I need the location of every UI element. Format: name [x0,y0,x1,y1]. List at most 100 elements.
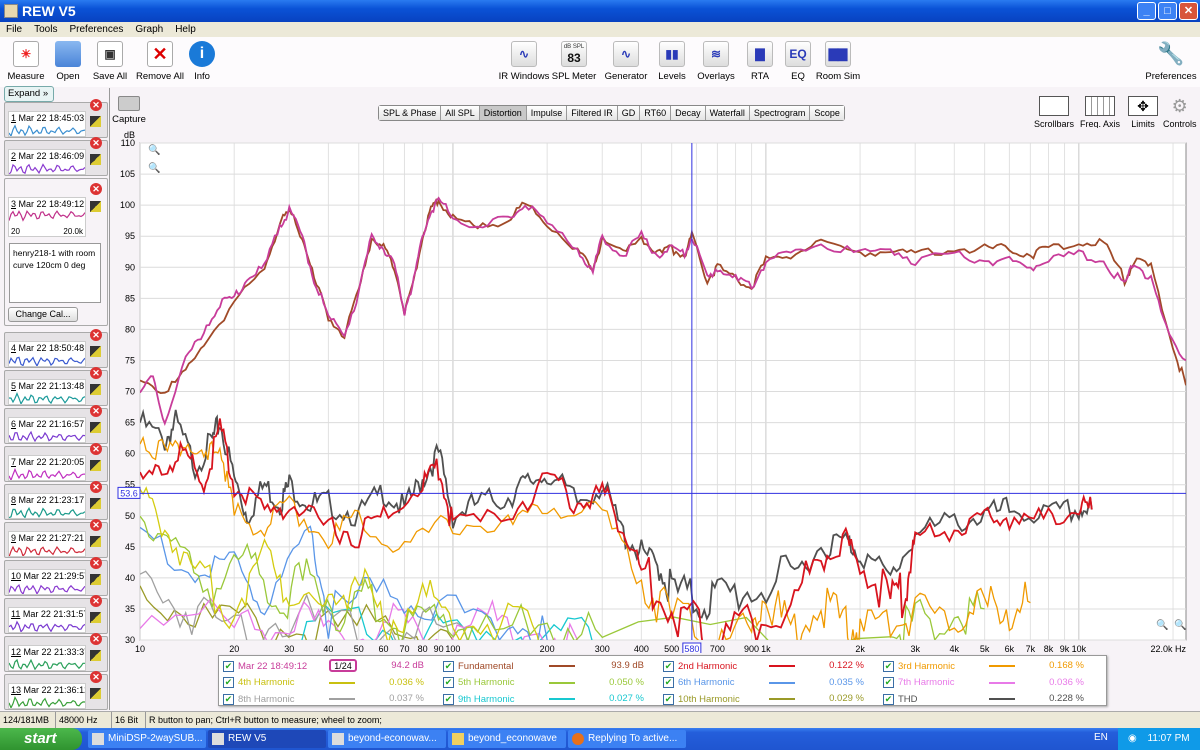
remove-all-button[interactable]: ✕ Remove All [130,41,190,82]
generator-button[interactable]: ∿ Generator [596,41,656,82]
task-minidsp[interactable]: MiniDSP-2waySUB... [88,730,206,748]
levels-button[interactable]: ▮▮ Levels [642,41,702,82]
edit-measurement-icon[interactable] [90,201,101,212]
menu-graph[interactable]: Graph [135,24,164,35]
info-button[interactable]: i Info [172,41,232,82]
measurement-item[interactable]: 11 Mar 22 21:31:57 ✕ [4,595,108,634]
legend-checkbox[interactable]: ✔ [223,693,234,705]
tab-filtered-ir[interactable]: Filtered IR [567,106,618,120]
edit-measurement-icon[interactable] [90,346,101,357]
remove-measurement-icon[interactable]: ✕ [90,633,102,645]
language-indicator[interactable]: EN [1094,732,1108,743]
measurement-notes[interactable]: henry218-1 with room curve 120cm 0 deg [9,243,101,303]
eq-button[interactable]: EQ EQ [768,41,828,82]
start-button[interactable]: start [0,728,82,750]
measure-button[interactable]: ☀ Measure [0,41,56,82]
capture-button[interactable]: Capture [112,96,146,125]
remove-measurement-icon[interactable]: ✕ [90,443,102,455]
rta-button[interactable]: ▇ RTA [730,41,790,82]
edit-measurement-icon[interactable] [90,384,101,395]
edit-measurement-icon[interactable] [90,116,101,127]
tab-distortion[interactable]: Distortion [479,106,527,120]
measurement-item[interactable]: 8 Mar 22 21:23:17 ✕ [4,481,108,520]
edit-measurement-icon[interactable] [90,536,101,547]
measurement-item[interactable]: 4 Mar 22 18:50:48 ✕ [4,329,108,368]
edit-measurement-icon[interactable] [90,612,101,623]
tab-all-spl[interactable]: All SPL [441,106,480,120]
task-beyond-econowave-doc[interactable]: beyond-econowav... [328,730,446,748]
remove-measurement-icon[interactable]: ✕ [90,557,102,569]
remove-measurement-icon[interactable]: ✕ [90,183,102,195]
legend-checkbox[interactable]: ✔ [443,660,454,672]
edit-measurement-icon[interactable] [90,574,101,585]
wifi-icon[interactable]: ◉ [1128,733,1137,744]
edit-measurement-icon[interactable] [90,688,101,699]
remove-measurement-icon[interactable]: ✕ [90,671,102,683]
legend-checkbox[interactable]: ✔ [663,677,674,688]
remove-measurement-icon[interactable]: ✕ [90,367,102,379]
legend-checkbox[interactable]: ✔ [883,677,894,688]
controls-button[interactable]: ⚙ Controls [1163,96,1197,129]
menu-preferences[interactable]: Preferences [69,24,124,35]
measurement-item[interactable]: 5 Mar 22 21:13:48 ✕ [4,367,108,406]
legend-checkbox[interactable]: ✔ [443,677,454,688]
legend-checkbox[interactable]: ✔ [443,693,454,705]
edit-measurement-icon[interactable] [90,422,101,433]
edit-measurement-icon[interactable] [90,650,101,661]
legend-checkbox[interactable]: ✔ [883,693,894,705]
remove-measurement-icon[interactable]: ✕ [90,595,102,607]
legend-checkbox[interactable]: ✔ [223,660,234,672]
measurement-item[interactable]: 2 Mar 22 18:46:09 ✕ [4,137,108,176]
remove-measurement-icon[interactable]: ✕ [90,137,102,149]
expand-button[interactable]: Expand » [4,86,54,102]
tab-spl-phase[interactable]: SPL & Phase [379,106,442,120]
edit-measurement-icon[interactable] [90,154,101,165]
ir-windows-button[interactable]: ∿ IR Windows [494,41,554,82]
edit-measurement-icon[interactable] [90,498,101,509]
save-all-button[interactable]: ▣ Save All [80,41,140,82]
open-button[interactable]: Open [38,41,98,82]
legend-checkbox[interactable]: ✔ [883,660,894,672]
tab-impulse[interactable]: Impulse [526,106,568,120]
close-button[interactable]: ✕ [1179,2,1198,20]
scrollbars-button[interactable]: Scrollbars [1034,96,1074,129]
measurement-item[interactable]: 3 Mar 22 18:49:12 20 20.0k ✕ henry218-1 w… [4,178,108,326]
menu-tools[interactable]: Tools [34,24,58,35]
legend-checkbox[interactable]: ✔ [663,660,674,672]
zoom-icon[interactable]: 🔍 [148,143,160,156]
legend-checkbox[interactable]: ✔ [663,693,674,705]
smoothing-indicator[interactable]: 1/24 [329,659,357,672]
legend-checkbox[interactable]: ✔ [223,677,234,688]
tab-waterfall[interactable]: Waterfall [705,106,750,120]
limits-button[interactable]: ✥ Limits [1128,96,1158,129]
remove-measurement-icon[interactable]: ✕ [90,481,102,493]
tab-rt60[interactable]: RT60 [640,106,672,120]
tab-scope[interactable]: Scope [810,106,844,120]
menu-help[interactable]: Help [175,24,196,35]
remove-measurement-icon[interactable]: ✕ [90,329,102,341]
tab-decay[interactable]: Decay [671,106,706,120]
remove-measurement-icon[interactable]: ✕ [90,519,102,531]
spl-meter-button[interactable]: dB SPL 83 SPL Meter [544,41,604,82]
maximize-button[interactable]: □ [1158,2,1177,20]
minimize-button[interactable]: _ [1137,2,1156,20]
tab-spectrogram[interactable]: Spectrogram [749,106,811,120]
measurement-item[interactable]: 1 Mar 22 18:45:03 ✕ [4,99,108,138]
preferences-button[interactable]: 🔧 Preferences [1136,41,1200,82]
task-beyond-econowave-folder[interactable]: beyond_econowave [448,730,566,748]
zoom-icon[interactable]: 🔍 [1174,618,1186,631]
edit-measurement-icon[interactable] [90,460,101,471]
measurement-item[interactable]: 12 Mar 22 21:33:37 ✕ [4,633,108,672]
change-cal-button[interactable]: Change Cal... [8,307,78,322]
overlays-button[interactable]: ≋ Overlays [686,41,746,82]
tab-gd[interactable]: GD [617,106,641,120]
measurement-item[interactable]: 9 Mar 22 21:27:21 ✕ [4,519,108,558]
task-rew[interactable]: REW V5 [208,730,326,748]
menu-file[interactable]: File [6,24,23,35]
measurement-item[interactable]: 13 Mar 22 21:36:12 ✕ [4,671,108,710]
room-sim-button[interactable]: ▇▇ Room Sim [808,41,868,82]
measurement-item[interactable]: 10 Mar 22 21:29:57 ✕ [4,557,108,596]
task-firefox[interactable]: Replying To active... [568,730,686,748]
zoom-icon[interactable]: 🔍 [1156,618,1168,631]
